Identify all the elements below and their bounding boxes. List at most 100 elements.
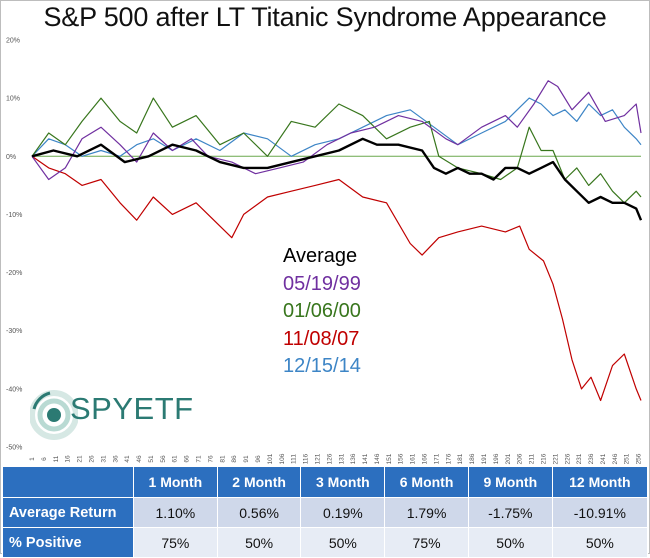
- x-tick-label: 71: [196, 455, 203, 463]
- x-tick-label: 81: [219, 455, 226, 463]
- x-tick-label: 121: [314, 453, 321, 464]
- table-cell: 75%: [133, 527, 218, 558]
- legend-entry-2007: 11/08/07: [283, 327, 360, 350]
- row-label: Average Return: [2, 497, 134, 528]
- x-tick-label: 16: [65, 455, 72, 463]
- x-tick-label: 11: [53, 455, 60, 462]
- column-header: 12 Month: [551, 466, 649, 498]
- x-tick-label: 126: [326, 453, 333, 464]
- legend: Average 05/19/99 01/06/00 11/08/07 12/15…: [283, 243, 361, 381]
- x-tick-label: 106: [279, 453, 286, 464]
- legend-entry-average: Average: [283, 245, 358, 267]
- x-tick-label: 96: [255, 455, 262, 463]
- x-tick-label: 176: [445, 453, 452, 464]
- y-tick-label: -50%: [6, 445, 22, 452]
- x-tick-label: 21: [77, 455, 84, 463]
- series-line-12-15-14: [31, 97, 642, 157]
- x-tick-label: 191: [481, 453, 488, 464]
- x-tick-label: 246: [612, 453, 619, 464]
- chart-title: S&P 500 after LT Titanic Syndrome Appear…: [43, 2, 607, 32]
- legend-entry-2000: 01/06/00: [283, 300, 361, 322]
- logo-text: SPYETF: [70, 391, 194, 426]
- series-line-11-08-07: [31, 155, 642, 402]
- table-corner: [2, 466, 134, 498]
- x-tick-label: 211: [529, 453, 536, 464]
- x-tick-label: 56: [160, 455, 167, 463]
- x-tick-label: 41: [124, 455, 131, 463]
- x-tick-label: 46: [136, 455, 143, 463]
- x-tick-label: 251: [624, 453, 631, 464]
- x-tick-label: 131: [338, 453, 345, 464]
- y-tick-label: 10%: [6, 96, 20, 103]
- x-tick-label: 61: [172, 455, 179, 463]
- x-tick-label: 101: [267, 453, 274, 464]
- x-tick-label: 6: [41, 457, 48, 461]
- table-row: % Positive 75% 50% 50% 75% 50% 50%: [2, 527, 649, 558]
- y-tick-label: 0%: [6, 154, 16, 161]
- table-cell: 0.19%: [300, 497, 386, 528]
- line-chart: 20%10%0%-10%-20%-30%-40%-50%1 6 11 16 21 26 31…: [6, 38, 643, 465]
- target-icon: [30, 390, 78, 440]
- table-cell: 50%: [300, 527, 386, 558]
- column-header: 6 Month: [384, 466, 469, 498]
- x-tick-label: 51: [148, 455, 155, 463]
- legend-entry-1999: 05/19/99: [283, 272, 361, 295]
- x-tick-label: 236: [588, 453, 595, 464]
- x-tick-label: 76: [207, 455, 214, 463]
- x-tick-label: 36: [112, 455, 119, 463]
- x-tick-label: 91: [243, 455, 250, 463]
- x-tick-label: 141: [362, 453, 369, 464]
- series-line-01-06-00: [31, 97, 642, 204]
- column-header: 9 Month: [467, 466, 553, 498]
- row-label: % Positive: [2, 527, 134, 558]
- y-tick-label: -10%: [6, 212, 22, 219]
- y-tick-label: -40%: [6, 386, 22, 393]
- x-tick-label: 86: [231, 455, 238, 463]
- x-tick-label: 231: [576, 453, 583, 464]
- x-tick-label: 136: [350, 453, 357, 464]
- stats-table: 1 Month 2 Month 3 Month 6 Month 9 Month …: [2, 466, 649, 558]
- x-tick-label: 186: [469, 453, 476, 464]
- x-tick-label: 146: [374, 453, 381, 464]
- table-cell: 1.79%: [384, 497, 469, 528]
- x-tick-label: 161: [410, 453, 417, 464]
- x-tick-label: 166: [422, 453, 429, 464]
- x-tick-label: 226: [564, 453, 571, 464]
- x-tick-label: 256: [636, 453, 643, 464]
- x-tick-label: 196: [493, 453, 500, 464]
- x-tick-label: 171: [433, 453, 440, 464]
- series-line-05-19-99: [31, 80, 642, 181]
- table-cell: -1.75%: [467, 497, 553, 528]
- column-header: 2 Month: [216, 466, 302, 498]
- x-tick-label: 26: [88, 455, 95, 463]
- ispyetf-logo: SPYETF: [30, 385, 240, 445]
- y-tick-label: -30%: [6, 328, 22, 335]
- column-header: 3 Month: [300, 466, 386, 498]
- x-tick-label: 116: [303, 453, 310, 464]
- table-header-row: 1 Month 2 Month 3 Month 6 Month 9 Month …: [2, 466, 649, 498]
- table-cell: 0.56%: [216, 497, 302, 528]
- x-tick-label: 156: [398, 453, 405, 464]
- x-tick-label: 241: [600, 453, 607, 464]
- x-tick-label: 1: [29, 457, 36, 461]
- x-tick-label: 206: [517, 453, 524, 464]
- table-cell: 75%: [384, 527, 469, 558]
- y-tick-label: -20%: [6, 270, 22, 277]
- x-tick-label: 201: [505, 453, 512, 464]
- x-tick-label: 111: [291, 454, 298, 464]
- series-line-average: [31, 137, 643, 221]
- table-cell: 1.10%: [133, 497, 218, 528]
- table-cell: 50%: [467, 527, 553, 558]
- x-tick-label: 31: [100, 455, 107, 463]
- x-tick-label: 216: [540, 453, 547, 464]
- table-row: Average Return 1.10% 0.56% 0.19% 1.79% -…: [2, 497, 649, 528]
- table-cell: 50%: [216, 527, 302, 558]
- table-cell: -10.91%: [551, 497, 649, 528]
- x-tick-label: 221: [552, 453, 559, 464]
- table-cell: 50%: [551, 527, 649, 558]
- x-tick-label: 151: [386, 453, 393, 464]
- legend-entry-2014: 12/15/14: [283, 355, 361, 377]
- column-header: 1 Month: [133, 466, 218, 498]
- x-tick-label: 66: [184, 455, 191, 463]
- y-tick-label: 20%: [6, 38, 20, 45]
